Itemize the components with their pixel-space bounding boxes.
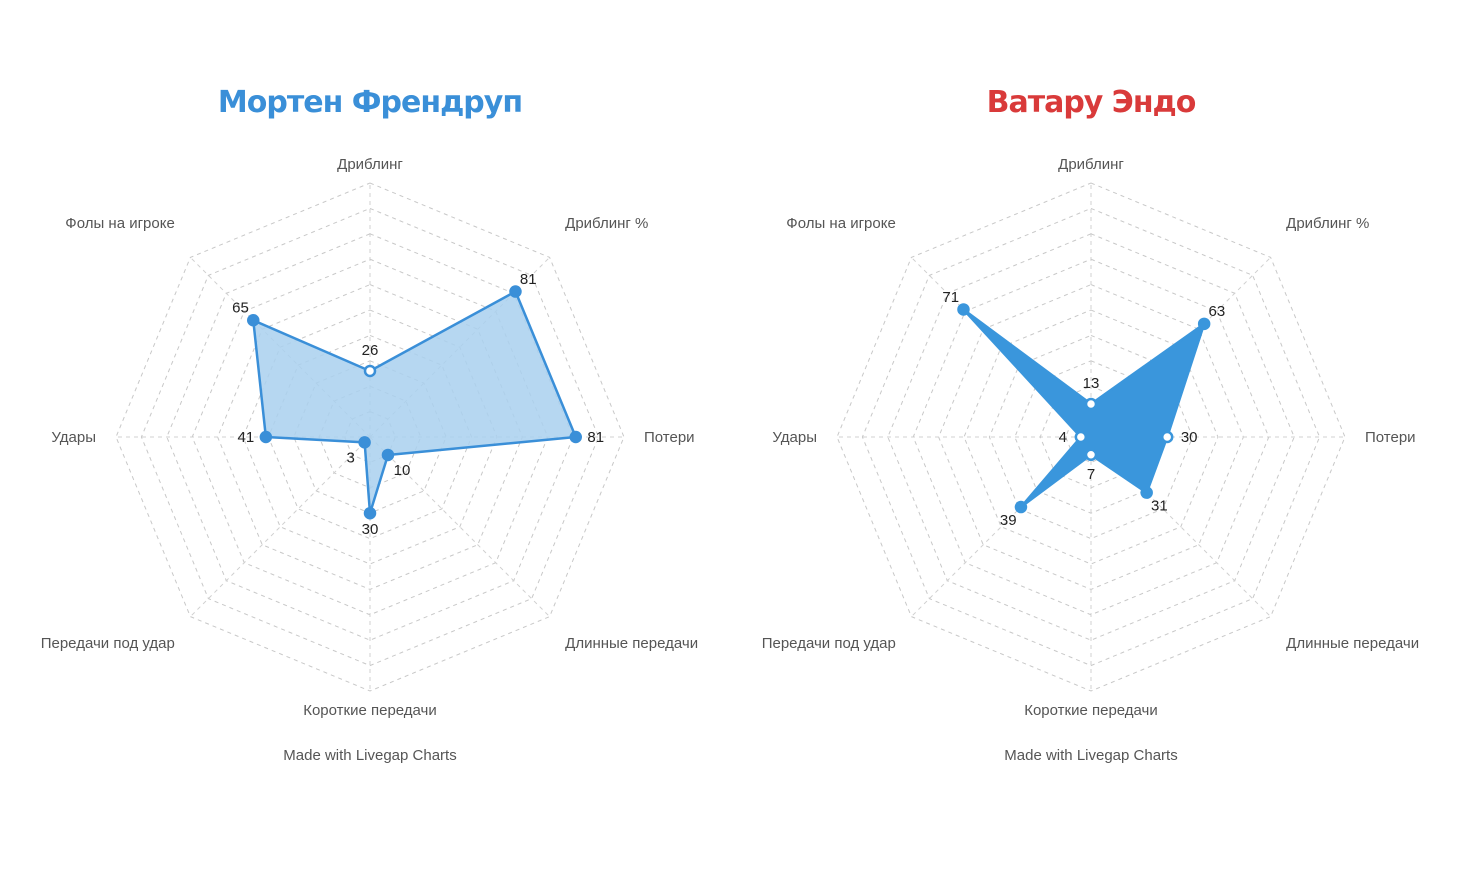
grid-ring xyxy=(140,207,600,667)
radar-chart-frendrup: Мортен Френдруп Дриблинг Дриблинг % Потери Д… xyxy=(41,85,698,764)
data-point-turnovers[interactable] xyxy=(569,430,582,444)
axis-label-dribbling: Дриблинг xyxy=(337,156,403,173)
value-label-long-passes: 31 xyxy=(1151,497,1168,514)
axis-label-short-passes: Короткие передачи xyxy=(1024,702,1158,719)
grid-ring xyxy=(1014,360,1168,514)
data-point-dribbling-pct[interactable] xyxy=(509,285,522,298)
value-label-dribbling: 13 xyxy=(1083,375,1100,392)
value-label-fouls-won: 71 xyxy=(942,289,959,306)
axis-spoke xyxy=(369,436,550,617)
chart-title: Ватару Эндо xyxy=(987,85,1196,120)
data-point-key-passes[interactable] xyxy=(358,436,371,449)
axis-label-long-passes: Длинные передачи xyxy=(1286,635,1419,652)
value-label-turnovers: 30 xyxy=(1181,429,1198,446)
chart-footer-credit[interactable]: Made with Livegap Charts xyxy=(283,747,456,764)
chart-title: Мортен Френдруп xyxy=(218,85,522,120)
data-point-long-passes[interactable] xyxy=(1140,486,1153,499)
axis-label-key-passes: Передачи под удар xyxy=(762,635,896,652)
axis-label-turnovers: Потери xyxy=(1365,429,1416,446)
value-label-dribbling-pct: 81 xyxy=(520,271,537,288)
axis-spoke xyxy=(190,436,371,617)
value-label-dribbling: 26 xyxy=(362,342,379,359)
axis-label-long-passes: Длинные передачи xyxy=(565,635,698,652)
data-point-shots[interactable] xyxy=(1074,430,1088,444)
series-area xyxy=(252,290,577,515)
series-area xyxy=(962,308,1206,509)
grid-ring xyxy=(115,182,625,692)
axis-label-short-passes: Короткие передачи xyxy=(303,702,437,719)
data-point-key-passes[interactable] xyxy=(1014,500,1028,514)
grid-ring xyxy=(836,182,1346,692)
value-label-key-passes: 39 xyxy=(1000,512,1017,529)
axis-label-shots: Удары xyxy=(51,429,96,446)
value-label-turnovers: 81 xyxy=(587,429,604,446)
axis-label-turnovers: Потери xyxy=(644,429,695,446)
data-point-fouls-won[interactable] xyxy=(247,314,260,327)
data-point-turnovers[interactable] xyxy=(1160,430,1174,444)
value-label-fouls-won: 65 xyxy=(232,300,249,317)
axis-label-shots: Удары xyxy=(772,429,817,446)
axis-label-dribbling-pct: Дриблинг % xyxy=(565,215,648,232)
axis-label-fouls-won: Фолы на игроке xyxy=(65,215,175,232)
axis-label-dribbling: Дриблинг xyxy=(1058,156,1124,173)
value-label-shots: 4 xyxy=(1059,429,1067,446)
value-label-long-passes: 10 xyxy=(394,462,411,479)
grid-ring xyxy=(861,207,1321,667)
data-point-short-passes[interactable] xyxy=(363,506,377,520)
grid-ring xyxy=(963,309,1219,565)
axis-label-fouls-won: Фолы на игроке xyxy=(786,215,896,232)
data-point-dribbling[interactable] xyxy=(1084,397,1098,411)
data-point-dribbling[interactable] xyxy=(363,364,377,378)
data-point-dribbling-pct[interactable] xyxy=(1197,317,1211,331)
data-point-long-passes[interactable] xyxy=(381,448,395,462)
value-label-short-passes: 7 xyxy=(1087,466,1095,483)
axis-label-key-passes: Передачи под удар xyxy=(41,635,175,652)
value-label-dribbling-pct: 63 xyxy=(1209,303,1226,320)
value-label-key-passes: 3 xyxy=(346,449,354,466)
value-label-short-passes: 30 xyxy=(362,521,379,538)
axis-label-dribbling-pct: Дриблинг % xyxy=(1286,215,1369,232)
radar-chart-endo: Ватару Эндо Дриблинг Дриблинг % Потери Длинн… xyxy=(762,85,1419,764)
chart-footer-credit[interactable]: Made with Livegap Charts xyxy=(1004,747,1177,764)
data-point-shots[interactable] xyxy=(259,430,273,444)
data-point-fouls-won[interactable] xyxy=(957,303,970,316)
data-point-short-passes[interactable] xyxy=(1084,448,1098,462)
value-label-shots: 41 xyxy=(238,429,255,446)
